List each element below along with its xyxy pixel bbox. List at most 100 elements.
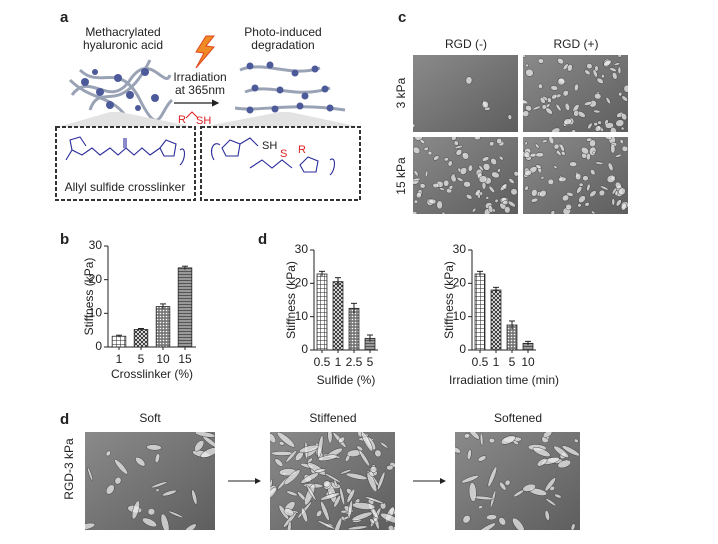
y-axis-label: Stiffness (kPa) bbox=[284, 261, 298, 339]
cell bbox=[488, 437, 495, 444]
cell bbox=[582, 175, 589, 182]
cell bbox=[416, 191, 422, 199]
cells bbox=[455, 432, 580, 530]
micrograph bbox=[270, 432, 395, 530]
cell bbox=[461, 152, 469, 160]
chain-nodes bbox=[246, 61, 334, 114]
micrograph-bg bbox=[455, 432, 580, 530]
cell bbox=[574, 83, 579, 92]
cell bbox=[333, 517, 343, 530]
cell bbox=[525, 68, 534, 77]
cell bbox=[498, 156, 504, 161]
cell bbox=[488, 185, 495, 193]
cell bbox=[591, 210, 596, 214]
cell bbox=[453, 140, 459, 146]
column-label: RGD (+) bbox=[554, 37, 599, 51]
cell bbox=[306, 484, 317, 501]
cell bbox=[545, 498, 557, 507]
cell bbox=[541, 104, 547, 110]
cell bbox=[276, 432, 296, 448]
cell bbox=[612, 72, 618, 80]
x-axis-label: Irradiation time (min) bbox=[449, 373, 559, 387]
cell bbox=[477, 455, 487, 462]
cell bbox=[500, 435, 516, 445]
cell bbox=[386, 464, 394, 471]
structure-box bbox=[200, 126, 361, 201]
cell bbox=[485, 196, 490, 200]
cell bbox=[481, 100, 489, 109]
cell bbox=[481, 156, 490, 162]
cell bbox=[345, 472, 368, 480]
cell bbox=[584, 101, 593, 106]
cell bbox=[339, 486, 345, 506]
cell bbox=[551, 94, 558, 100]
cell bbox=[618, 187, 626, 196]
cell bbox=[114, 459, 128, 475]
micrograph bbox=[85, 432, 215, 530]
cell bbox=[465, 194, 473, 200]
cell bbox=[468, 482, 477, 502]
error-bar bbox=[525, 340, 531, 346]
row-label: 3 kPa bbox=[394, 77, 408, 108]
cell bbox=[451, 137, 457, 141]
x-tick-label: 5 bbox=[509, 355, 516, 369]
cell bbox=[479, 432, 484, 446]
cell bbox=[523, 151, 531, 159]
error-bar bbox=[319, 270, 325, 277]
cell bbox=[507, 114, 512, 120]
schematic-title: Methacrylated bbox=[85, 25, 160, 39]
cell bbox=[476, 522, 496, 530]
x-tick-label: 15 bbox=[178, 352, 192, 366]
cell bbox=[419, 139, 426, 144]
column-label: Softened bbox=[494, 411, 542, 425]
cell bbox=[114, 476, 122, 485]
x-tick-label: 10 bbox=[156, 352, 170, 366]
cell bbox=[369, 466, 378, 473]
cell bbox=[594, 93, 602, 100]
cell bbox=[553, 165, 558, 169]
cell bbox=[494, 198, 499, 203]
cell bbox=[320, 500, 330, 521]
x-tick-label: 0.5 bbox=[472, 355, 489, 369]
cell bbox=[619, 139, 624, 144]
cell bbox=[374, 449, 382, 458]
cell bbox=[607, 162, 614, 171]
cell bbox=[587, 122, 593, 130]
x-tick-label: 5 bbox=[138, 352, 145, 366]
cell bbox=[361, 432, 373, 452]
cell bbox=[327, 432, 333, 444]
cell bbox=[496, 138, 503, 145]
cell bbox=[105, 450, 111, 457]
cell bbox=[450, 174, 457, 183]
cell bbox=[566, 192, 574, 197]
cell bbox=[621, 113, 628, 121]
cells bbox=[523, 55, 628, 132]
cell bbox=[85, 522, 96, 530]
structure-label: S bbox=[280, 148, 287, 160]
structure-label: SH bbox=[262, 140, 277, 152]
cell bbox=[584, 202, 590, 207]
box-caption: Allyl sulfide crosslinker bbox=[65, 180, 186, 194]
cell bbox=[323, 480, 331, 488]
cell bbox=[600, 185, 609, 191]
cell bbox=[604, 137, 612, 140]
error-bar bbox=[182, 265, 188, 270]
y-tick-label: 20 bbox=[89, 272, 103, 286]
degraded-chains bbox=[234, 65, 346, 112]
cell bbox=[278, 441, 285, 446]
structure-box bbox=[55, 126, 196, 201]
cell bbox=[620, 202, 627, 211]
cell bbox=[524, 141, 528, 146]
cell bbox=[478, 175, 488, 183]
cell bbox=[270, 433, 277, 444]
bar bbox=[332, 281, 344, 351]
x-tick-label: 1 bbox=[335, 355, 342, 369]
x-tick-label: 10 bbox=[521, 355, 535, 369]
cell bbox=[550, 85, 558, 91]
row-label: 15 kPa bbox=[394, 157, 408, 195]
cell bbox=[413, 177, 421, 182]
cell bbox=[352, 502, 376, 510]
cell bbox=[200, 447, 215, 458]
cell bbox=[150, 481, 168, 489]
